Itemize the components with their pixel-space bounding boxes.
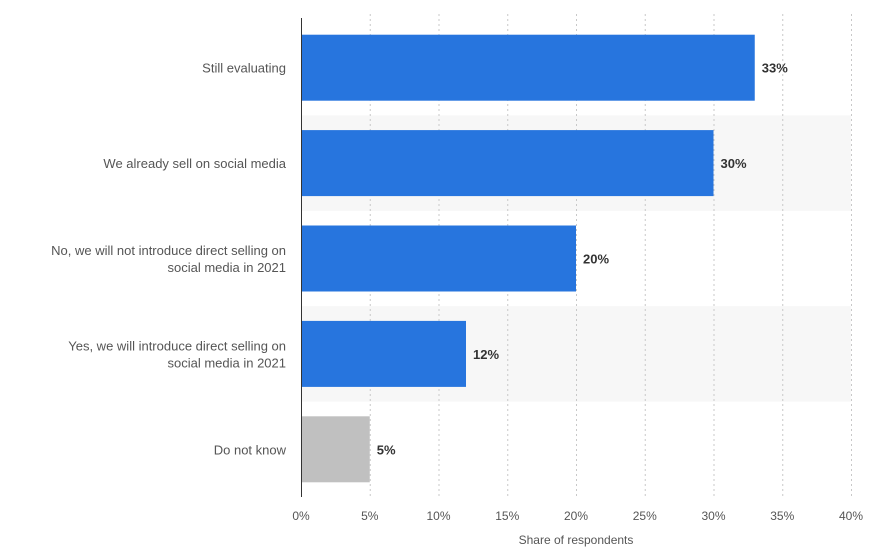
x-axis-title: Share of respondents xyxy=(519,533,634,547)
x-tick-label: 30% xyxy=(701,509,725,523)
bar xyxy=(301,34,755,101)
x-tick-label: 10% xyxy=(426,509,450,523)
x-tick-label: 20% xyxy=(564,509,588,523)
x-tick-label: 25% xyxy=(633,509,657,523)
category-label: Do not know xyxy=(214,442,287,457)
bars xyxy=(301,34,755,483)
category-label: Still evaluating xyxy=(202,61,286,76)
bar xyxy=(301,225,576,292)
bar xyxy=(301,130,714,197)
x-tick-labels: 0% 5% 10% 15% 20% 25% 30% 35% 40% xyxy=(292,509,863,523)
category-label: No, we will not introduce direct selling… xyxy=(51,243,286,275)
category-label: We already sell on social media xyxy=(103,156,286,171)
x-tick-label: 40% xyxy=(839,509,863,523)
value-label: 30% xyxy=(721,156,747,171)
bar xyxy=(301,416,370,483)
value-label: 20% xyxy=(583,252,609,267)
value-label: 33% xyxy=(762,61,788,76)
value-label: 12% xyxy=(473,347,499,362)
bar xyxy=(301,320,466,387)
x-tick-label: 0% xyxy=(292,509,310,523)
x-tick-label: 35% xyxy=(770,509,794,523)
category-labels: Still evaluating We already sell on socia… xyxy=(51,61,287,458)
value-label: 5% xyxy=(377,442,396,457)
x-tick-label: 15% xyxy=(495,509,519,523)
value-labels: 33% 30% 20% 12% 5% xyxy=(377,61,788,458)
category-label: Yes, we will introduce direct selling on… xyxy=(68,338,286,370)
x-tick-label: 5% xyxy=(361,509,379,523)
